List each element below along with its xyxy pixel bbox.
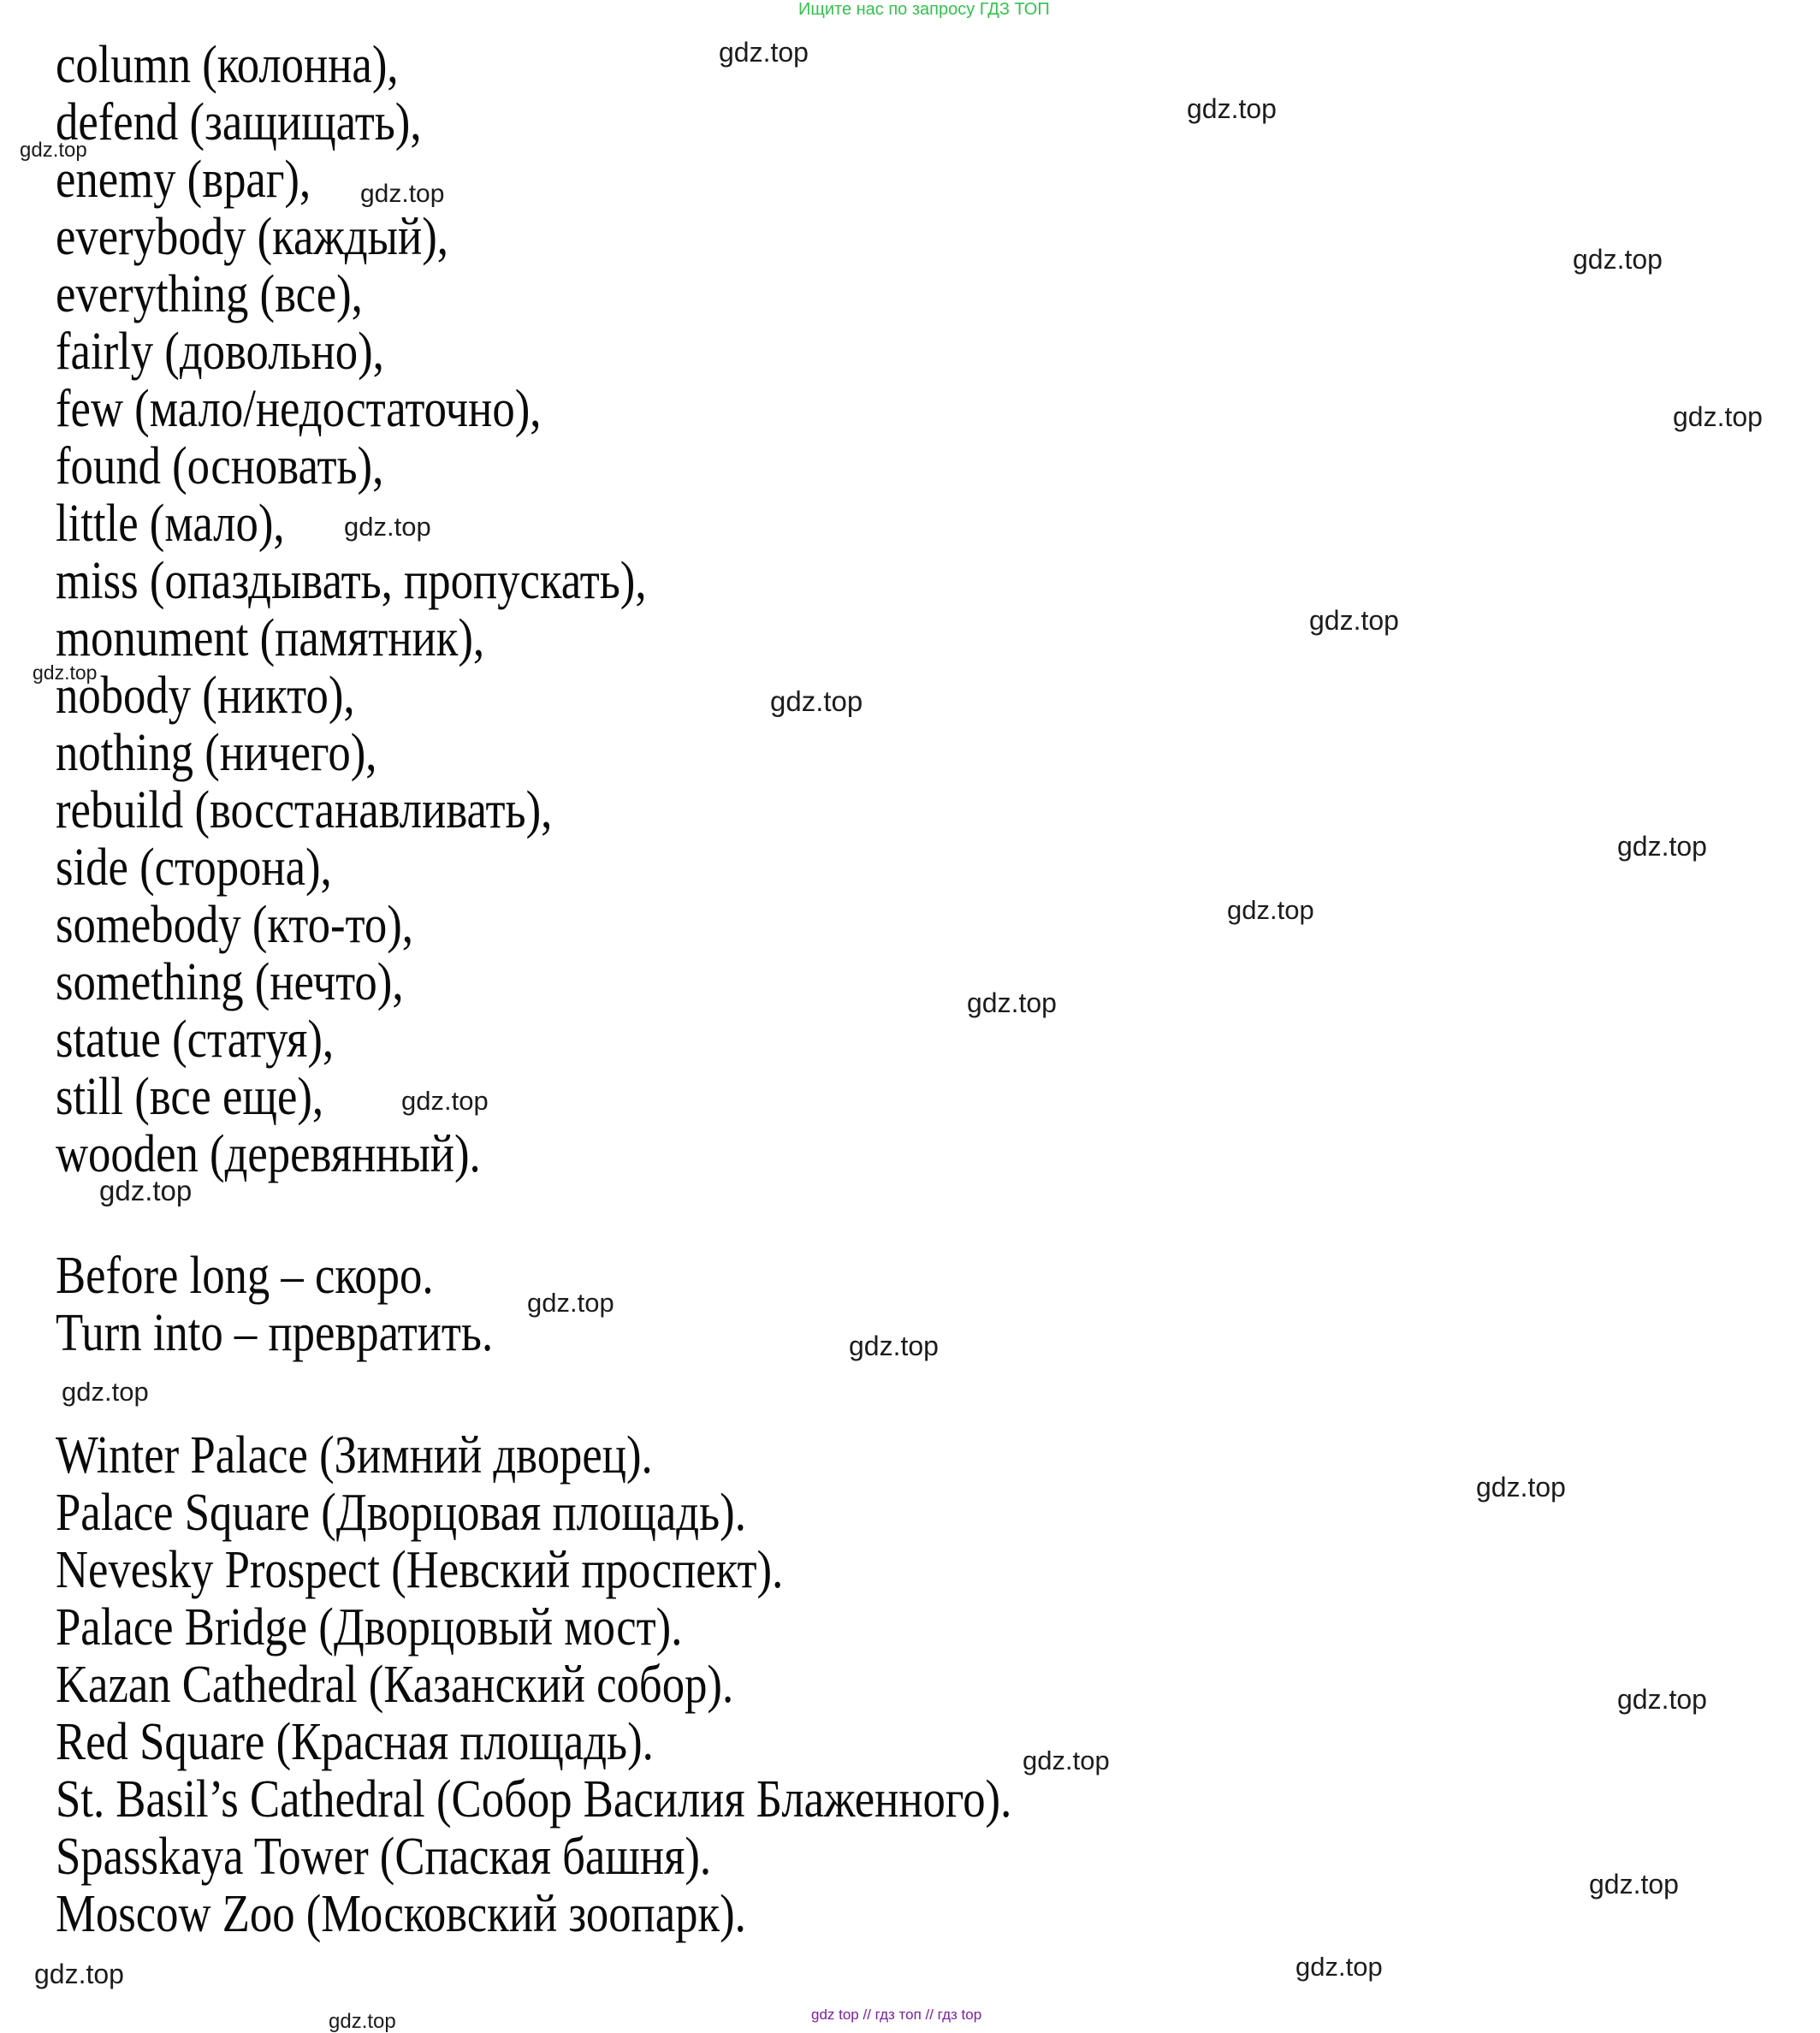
landmark-line: Nevesky Prospect (Невский проспект). xyxy=(56,1541,784,1599)
vocabulary-line: column (колонна), xyxy=(56,36,399,94)
vocabulary-line: few (мало/недостаточно), xyxy=(56,380,542,438)
landmark-line: Kazan Cathedral (Казанский собор). xyxy=(56,1656,734,1714)
watermark-gdz-top: gdz.top xyxy=(329,2010,396,2033)
watermark-gdz-top: gdz.top xyxy=(967,987,1057,1018)
watermark-gdz-top: gdz.top xyxy=(849,1331,939,1361)
vocabulary-line: little (мало), xyxy=(56,495,285,553)
watermark-gdz-top: gdz.top xyxy=(401,1086,489,1116)
vocabulary-line: nobody (никто), xyxy=(56,667,355,725)
landmark-line: Palace Bridge (Дворцовый мост). xyxy=(56,1598,683,1657)
watermark-gdz-top: gdz.top xyxy=(1673,401,1763,432)
vocabulary-line: somebody (кто-то), xyxy=(56,896,413,954)
vocabulary-line: found (основать), xyxy=(56,437,384,495)
watermark-gdz-top: gdz.top xyxy=(34,1959,124,1989)
landmark-line: Red Square (Красная площадь). xyxy=(56,1713,654,1771)
vocabulary-line: rebuild (восстанавливать), xyxy=(56,781,553,839)
watermark-gdz-top: gdz.top xyxy=(33,661,98,684)
watermark-gdz-top: gdz.top xyxy=(1187,93,1277,124)
vocabulary-line: monument (памятник), xyxy=(56,609,485,667)
watermark-gdz-top: gdz.top xyxy=(62,1377,149,1407)
vocabulary-line: statue (статуя), xyxy=(56,1011,335,1069)
vocabulary-line: everybody (каждый), xyxy=(56,208,448,266)
footer-site-links: gdz top // гдз топ // гдз top xyxy=(811,2006,982,2023)
vocabulary-line: defend (защищать), xyxy=(56,93,422,151)
watermark-gdz-top: gdz.top xyxy=(1023,1746,1110,1775)
vocabulary-line: nothing (ничего), xyxy=(56,724,377,782)
promo-banner-text: Ищите нас по запросу ГДЗ ТОП xyxy=(798,0,1050,19)
watermark-gdz-top: gdz.top xyxy=(1589,1869,1679,1900)
watermark-gdz-top: gdz.top xyxy=(1309,605,1399,636)
phrases-list: Before long – скоро. Turn into – преврати… xyxy=(56,1248,493,1362)
vocabulary-line: fairly (довольно), xyxy=(56,323,384,381)
watermark-gdz-top: gdz.top xyxy=(1573,244,1663,275)
vocabulary-line: still (все еще), xyxy=(56,1068,324,1126)
vocabulary-list: column (колонна), defend (защищать), enemy… xyxy=(56,37,647,1183)
phrase-line: Turn into – превратить. xyxy=(56,1304,494,1362)
vocabulary-line: enemy (враг), xyxy=(56,151,311,209)
watermark-gdz-top: gdz.top xyxy=(527,1288,614,1318)
watermark-gdz-top: gdz.top xyxy=(1617,831,1707,862)
vocabulary-line: miss (опаздывать, пропускать), xyxy=(56,552,647,610)
vocabulary-line: everything (все), xyxy=(56,265,363,323)
watermark-gdz-top: gdz.top xyxy=(719,37,809,68)
vocabulary-line: something (нечто), xyxy=(56,953,404,1011)
watermark-gdz-top: gdz.top xyxy=(99,1175,193,1206)
landmark-line: Palace Square (Дворцовая площадь). xyxy=(56,1484,746,1542)
vocabulary-line: side (сторона), xyxy=(56,839,332,897)
watermark-gdz-top: gdz.top xyxy=(770,685,863,717)
landmarks-list: Winter Palace (Зимний дворец). Palace Squ… xyxy=(56,1427,1011,1943)
watermark-gdz-top: gdz.top xyxy=(1295,1952,1383,1982)
landmark-line: St. Basil’s Cathedral (Собор Василия Бла… xyxy=(56,1770,1012,1829)
watermark-gdz-top: gdz.top xyxy=(344,512,431,542)
landmark-line: Moscow Zoo (Московский зоопарк). xyxy=(56,1885,746,1943)
landmark-line: Spasskaya Tower (Спаская башня). xyxy=(56,1828,712,1886)
watermark-gdz-top: gdz.top xyxy=(20,139,87,162)
vocabulary-line: wooden (деревянный). xyxy=(56,1125,481,1183)
watermark-gdz-top: gdz.top xyxy=(360,180,445,208)
landmark-line: Winter Palace (Зимний дворец). xyxy=(56,1426,653,1485)
watermark-gdz-top: gdz.top xyxy=(1227,895,1314,925)
watermark-gdz-top: gdz.top xyxy=(1476,1472,1566,1503)
watermark-gdz-top: gdz.top xyxy=(1617,1684,1707,1715)
phrase-line: Before long – скоро. xyxy=(56,1247,434,1305)
